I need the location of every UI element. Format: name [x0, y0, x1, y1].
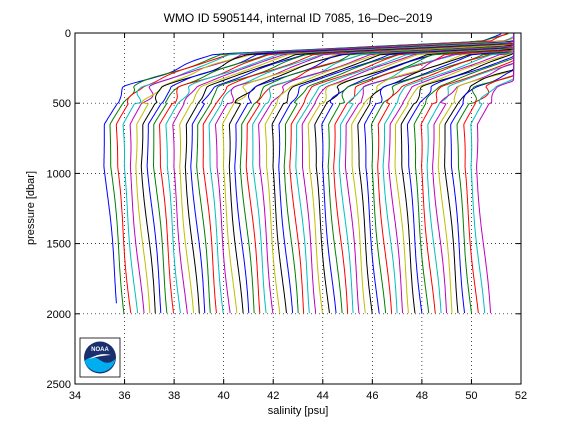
profile-line — [406, 33, 515, 314]
y-axis-title: pressure [dbar] — [25, 171, 37, 245]
profile-line — [115, 33, 508, 314]
profile-line — [470, 33, 515, 314]
profile-lines — [103, 33, 515, 314]
profile-line — [264, 33, 515, 314]
y-tick-label: 1000 — [47, 168, 71, 180]
profile-line — [184, 33, 515, 314]
profile-line — [289, 33, 515, 314]
profile-line — [295, 33, 515, 314]
profile-line — [258, 33, 515, 314]
y-tick-labels: 0 500 1000 1500 2000 2500 — [47, 28, 71, 391]
profile-line — [321, 33, 515, 314]
x-tick-label: 38 — [168, 390, 180, 402]
profile-line — [208, 33, 515, 314]
profile-line — [357, 33, 515, 314]
noaa-logo-text: NOAA — [91, 347, 109, 353]
profile-line — [351, 33, 515, 314]
profile-line — [234, 33, 515, 314]
profile-line — [196, 33, 515, 314]
plot-area — [75, 33, 521, 384]
profile-line — [377, 33, 515, 314]
y-tick-label: 500 — [53, 98, 71, 110]
x-tick-label: 52 — [515, 390, 527, 402]
y-tick-label: 1500 — [47, 239, 71, 251]
profile-line — [394, 33, 515, 314]
plot-frame — [74, 32, 522, 385]
profile-line — [228, 33, 515, 314]
profile-line — [278, 33, 515, 314]
profile-line — [190, 33, 515, 314]
profile-line — [382, 33, 515, 314]
x-tick-label: 36 — [118, 390, 130, 402]
noaa-logo: NOAA — [79, 337, 121, 378]
profile-line — [388, 33, 515, 314]
profile-line — [444, 33, 515, 314]
axis-ticks — [74, 32, 522, 385]
x-tick-labels: 34 36 38 40 42 44 46 48 50 52 — [69, 390, 527, 402]
profile-line — [463, 33, 515, 314]
profile-line — [327, 33, 515, 314]
profile-line — [172, 33, 515, 314]
profile-line — [301, 33, 515, 314]
profile-line — [450, 33, 515, 314]
profile-line — [370, 33, 515, 314]
profile-line — [344, 33, 515, 314]
profile-line — [333, 33, 515, 314]
profile-line — [135, 33, 515, 314]
x-tick-label: 44 — [317, 390, 329, 402]
profile-line — [413, 33, 515, 314]
profile-line — [314, 33, 515, 314]
profile-line — [129, 33, 515, 314]
noaa-logo-bird — [89, 354, 111, 359]
x-tick-label: 34 — [69, 390, 81, 402]
profile-line — [165, 33, 515, 314]
x-tick-label: 48 — [416, 390, 428, 402]
noaa-logo-wave — [84, 357, 116, 373]
x-tick-label: 40 — [218, 390, 230, 402]
profile-line — [146, 33, 515, 314]
grid-lines — [75, 33, 521, 384]
profile-line — [202, 33, 515, 314]
profile-line — [239, 33, 515, 314]
profile-line — [476, 33, 515, 314]
x-tick-label: 42 — [267, 390, 279, 402]
profile-line — [271, 33, 515, 314]
x-tick-label: 46 — [366, 390, 378, 402]
profile-line — [420, 33, 515, 314]
profile-line — [140, 33, 515, 314]
profile-line — [283, 33, 515, 314]
y-tick-label: 2000 — [47, 309, 71, 321]
profile-line — [363, 33, 515, 314]
profile-line — [221, 33, 515, 314]
x-axis-title: salinity [psu] — [268, 405, 329, 417]
profile-line — [400, 33, 515, 314]
x-tick-label: 50 — [465, 390, 477, 402]
profile-line — [153, 33, 515, 314]
profile-line — [426, 33, 515, 314]
profile-line — [437, 33, 515, 314]
profile-line — [109, 33, 509, 314]
y-tick-label: 2500 — [47, 379, 71, 391]
profile-line — [179, 33, 515, 314]
y-tick-label: 0 — [65, 28, 71, 40]
chart-title: WMO ID 5905144, internal ID 7085, 16–Dec… — [164, 11, 433, 25]
